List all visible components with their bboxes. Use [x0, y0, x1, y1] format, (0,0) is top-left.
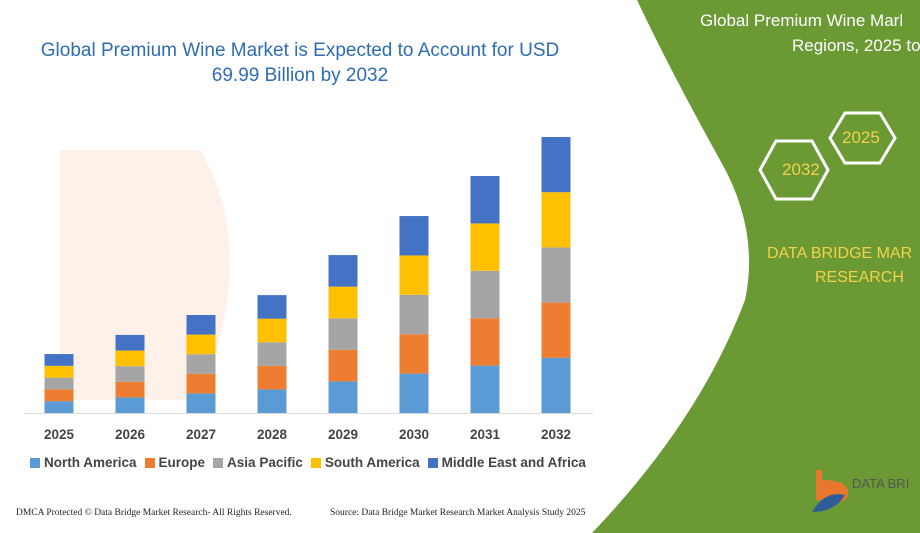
green-side-panel [592, 0, 920, 533]
bar-segment-2027-north-america [186, 393, 216, 413]
hexagon-2032 [758, 139, 830, 201]
side-panel-title-line-1: Global Premium Wine Marl [700, 11, 904, 30]
bar-segment-2026-north-america [115, 397, 145, 413]
x-tick-label: 2025 [44, 427, 75, 442]
source-text: Source: Data Bridge Market Research Mark… [330, 508, 586, 518]
brand-line-1: DATA BRIDGE MAR [767, 245, 913, 262]
legend-label: Middle East and Africa [441, 455, 586, 470]
legend-swatch [213, 457, 224, 468]
bar-segment-2025-south-america [44, 365, 74, 378]
bar-segment-2029-middle-east-and-africa [328, 255, 358, 287]
bar-segment-2028-south-america [257, 318, 287, 343]
bar-segment-2030-asia-pacific [399, 294, 429, 335]
legend-item: South America [310, 455, 420, 470]
legend-item: North America [30, 455, 137, 470]
bar-segment-2032-north-america [541, 357, 571, 413]
bar-segment-2030-europe [399, 334, 429, 374]
legend-label: South America [324, 455, 420, 470]
legend-item: Europe [144, 455, 206, 470]
bar-segment-2027-south-america [186, 334, 216, 355]
chart-title: Global Premium Wine Market is Expected t… [40, 40, 560, 86]
x-tick-label: 2030 [399, 427, 429, 442]
x-tick-label: 2027 [186, 427, 216, 442]
legend-item: Middle East and Africa [427, 455, 586, 470]
x-tick-label: 2032 [541, 427, 571, 442]
bar-segment-2029-north-america [328, 381, 358, 413]
copyright-text: DMCA Protected © Data Bridge Market Rese… [16, 508, 292, 518]
bar-segment-2032-south-america [541, 192, 571, 248]
bar-segment-2027-europe [186, 373, 216, 394]
hex-label-2025: 2025 [842, 128, 880, 147]
bar-segment-2025-north-america [44, 401, 74, 413]
bar-segment-2029-asia-pacific [328, 318, 358, 350]
bar-segment-2031-europe [470, 318, 500, 366]
bar-segment-2028-middle-east-and-africa [257, 295, 287, 319]
legend-item: Asia Pacific [213, 455, 303, 470]
bar-segment-2032-middle-east-and-africa [541, 137, 571, 193]
bar-segment-2030-south-america [399, 255, 429, 295]
bar-segment-2025-europe [44, 389, 74, 402]
legend-swatch [144, 457, 155, 468]
legend-label: North America [44, 455, 137, 470]
x-tick-label: 2031 [470, 427, 501, 442]
hexagon-2025 [828, 111, 897, 165]
legend-label: Asia Pacific [227, 455, 303, 470]
bar-segment-2030-north-america [399, 373, 429, 413]
bar-segment-2027-middle-east-and-africa [186, 315, 216, 335]
logo-text: DATA BRI [852, 476, 910, 491]
legend-swatch [427, 457, 438, 468]
bar-segment-2026-south-america [115, 350, 145, 367]
x-tick-label: 2026 [115, 427, 146, 442]
bar-segment-2029-europe [328, 349, 358, 382]
bar-segment-2031-south-america [470, 223, 500, 271]
bar-segment-2025-middle-east-and-africa [44, 354, 74, 366]
bar-segment-2026-europe [115, 381, 145, 398]
bar-segment-2028-north-america [257, 389, 287, 413]
bar-segment-2028-asia-pacific [257, 342, 287, 366]
bar-segment-2026-middle-east-and-africa [115, 334, 145, 351]
bar-segment-2028-europe [257, 365, 287, 390]
x-tick-label: 2028 [257, 427, 288, 442]
side-panel-title-line-2: Regions, 2025 to [792, 36, 920, 55]
legend-swatch [310, 457, 321, 468]
bar-segment-2025-asia-pacific [44, 377, 74, 390]
bar-segment-2031-middle-east-and-africa [470, 176, 500, 224]
bar-segment-2029-south-america [328, 286, 358, 319]
bar-segment-2031-asia-pacific [470, 270, 500, 319]
x-tick-label: 2029 [328, 427, 358, 442]
bar-segment-2027-asia-pacific [186, 354, 216, 374]
legend-swatch [30, 457, 40, 468]
bar-segment-2031-north-america [470, 365, 500, 413]
bar-segment-2032-asia-pacific [541, 247, 571, 303]
hex-label-2032: 2032 [782, 160, 820, 179]
bar-segment-2030-middle-east-and-africa [399, 216, 429, 256]
bar-segment-2032-europe [541, 302, 571, 358]
brand-line-2: RESEARCH [815, 269, 904, 286]
legend-label: Europe [158, 455, 206, 470]
bar-segment-2026-asia-pacific [115, 366, 145, 382]
chart-legend: North America Europe Asia Pacific South Ame… [30, 455, 586, 470]
data-bridge-logo-icon [812, 470, 849, 512]
